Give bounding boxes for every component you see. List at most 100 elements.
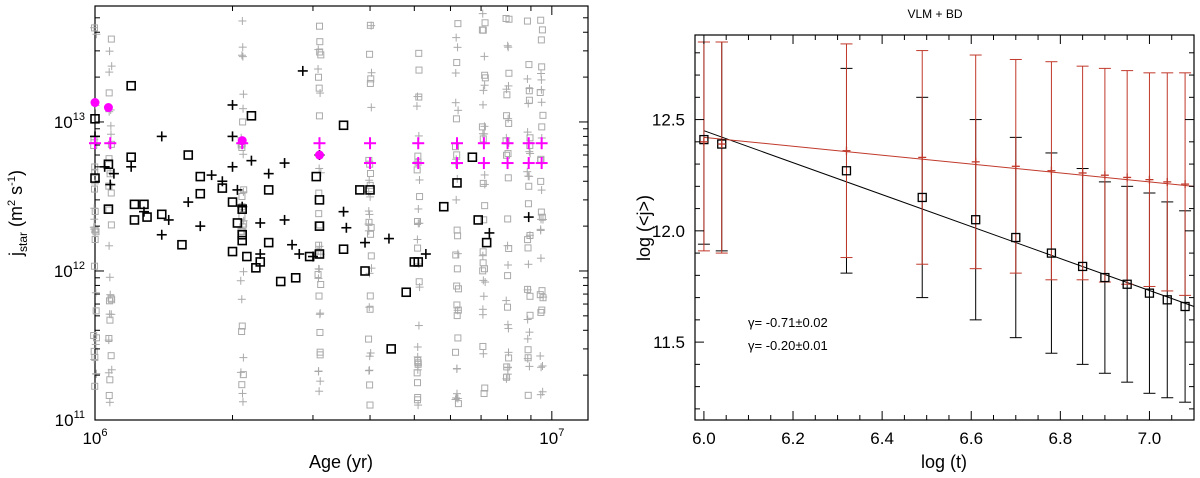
- grey-cross-marker: [364, 207, 373, 216]
- grey-cross-marker: [453, 43, 462, 52]
- grey-cross-marker: [237, 295, 246, 304]
- grey-square-marker: [453, 312, 461, 320]
- grey-square-marker: [504, 174, 512, 182]
- grey-cross-marker: [365, 303, 374, 312]
- grey-square-marker: [91, 168, 99, 176]
- black-cross-marker: [156, 229, 167, 240]
- grey-square-marker: [413, 369, 421, 377]
- black-cross-marker: [206, 170, 217, 181]
- grey-cross-marker: [502, 374, 511, 383]
- black-square-marker: [314, 195, 325, 205]
- grey-square-marker: [479, 179, 487, 187]
- grey-square-marker: [316, 328, 324, 336]
- grey-cross-marker: [452, 389, 461, 398]
- black-cross-marker: [126, 161, 137, 172]
- grey-cross-marker: [478, 129, 487, 138]
- grey-square-marker: [107, 189, 115, 197]
- grey-square-marker: [105, 155, 113, 163]
- grey-cross-marker: [480, 52, 489, 61]
- black-cross-marker: [294, 249, 305, 260]
- right-plot-frame: [694, 34, 1195, 421]
- black-square-marker: [314, 221, 325, 231]
- grey-square-marker: [315, 84, 323, 92]
- black-cross-marker: [232, 184, 243, 195]
- grey-cross-marker: [314, 367, 323, 376]
- grey-square-marker: [526, 311, 534, 319]
- data-point-red: [1100, 171, 1109, 180]
- grey-square-marker: [239, 371, 247, 379]
- grey-cross-marker: [367, 103, 376, 112]
- grey-square-marker: [414, 360, 422, 368]
- data-point-black: [841, 166, 852, 176]
- grey-cross-marker: [537, 75, 546, 84]
- grey-cross-marker: [537, 186, 546, 195]
- grey-square-marker: [538, 306, 546, 314]
- grey-cross-marker: [315, 164, 324, 173]
- grey-cross-marker: [503, 370, 512, 379]
- black-square-marker: [103, 204, 114, 214]
- grey-cross-marker: [92, 369, 101, 378]
- grey-square-marker: [454, 232, 462, 240]
- grey-square-marker: [107, 352, 115, 360]
- grey-cross-marker: [480, 180, 489, 189]
- black-square-marker: [126, 80, 136, 91]
- grey-square-marker: [315, 112, 323, 120]
- grey-cross-marker: [365, 210, 374, 219]
- data-point-red: [1163, 177, 1172, 186]
- grey-square-marker: [367, 170, 375, 178]
- black-square-marker: [452, 178, 462, 188]
- black-cross-marker: [195, 221, 206, 232]
- grey-square-marker: [91, 382, 99, 390]
- black-cross-marker: [99, 161, 110, 172]
- black-square-marker: [227, 246, 238, 257]
- grey-square-marker: [415, 66, 423, 74]
- grey-square-marker: [238, 381, 246, 389]
- grey-square-marker: [479, 342, 487, 350]
- data-point-red: [1181, 180, 1190, 189]
- grey-cross-marker: [479, 276, 488, 285]
- grey-square-marker: [538, 123, 546, 131]
- black-square-marker: [473, 215, 484, 225]
- black-square-marker: [183, 150, 194, 160]
- grey-square-marker: [504, 303, 512, 311]
- grey-square-marker: [453, 265, 461, 273]
- data-point-black: [1011, 232, 1021, 243]
- grey-cross-marker: [315, 310, 324, 319]
- grey-cross-marker: [236, 276, 245, 285]
- grey-square-marker: [524, 391, 532, 399]
- grey-cross-marker: [536, 254, 545, 263]
- magenta-cross-marker: [450, 157, 463, 170]
- left-x-tick-label: 107: [539, 427, 564, 448]
- grey-cross-marker: [239, 104, 248, 113]
- data-point-black: [1077, 261, 1088, 272]
- black-square-marker: [360, 266, 370, 276]
- grey-cross-marker: [523, 315, 532, 324]
- black-cross-marker: [138, 206, 149, 217]
- grey-square-marker: [525, 61, 533, 69]
- grey-square-marker: [481, 202, 489, 210]
- right-y-tick-label: 12.0: [652, 222, 685, 241]
- grey-square-marker: [238, 322, 246, 330]
- grey-square-marker: [454, 400, 462, 408]
- grey-square-marker: [453, 301, 461, 309]
- black-cross-marker: [338, 206, 349, 217]
- grey-square-marker: [367, 75, 375, 83]
- grey-square-marker: [414, 393, 422, 401]
- grey-cross-marker: [537, 363, 546, 372]
- grey-square-marker: [105, 297, 113, 305]
- grey-square-marker: [480, 265, 488, 273]
- black-square-marker: [338, 120, 349, 131]
- grey-square-marker: [538, 213, 546, 221]
- black-square-marker: [195, 171, 206, 182]
- black-cross-marker: [523, 212, 534, 223]
- grey-cross-marker: [453, 249, 462, 258]
- grey-square-marker: [537, 16, 545, 24]
- grey-cross-marker: [104, 368, 113, 377]
- black-cross-marker: [420, 249, 431, 260]
- grey-cross-marker: [316, 377, 325, 386]
- grey-square-marker: [503, 363, 511, 371]
- right-fit-lines: [703, 130, 1195, 307]
- magenta-cross-marker: [313, 137, 326, 150]
- grey-cross-marker: [480, 170, 489, 179]
- left-y-tick-label: 1012: [54, 260, 85, 281]
